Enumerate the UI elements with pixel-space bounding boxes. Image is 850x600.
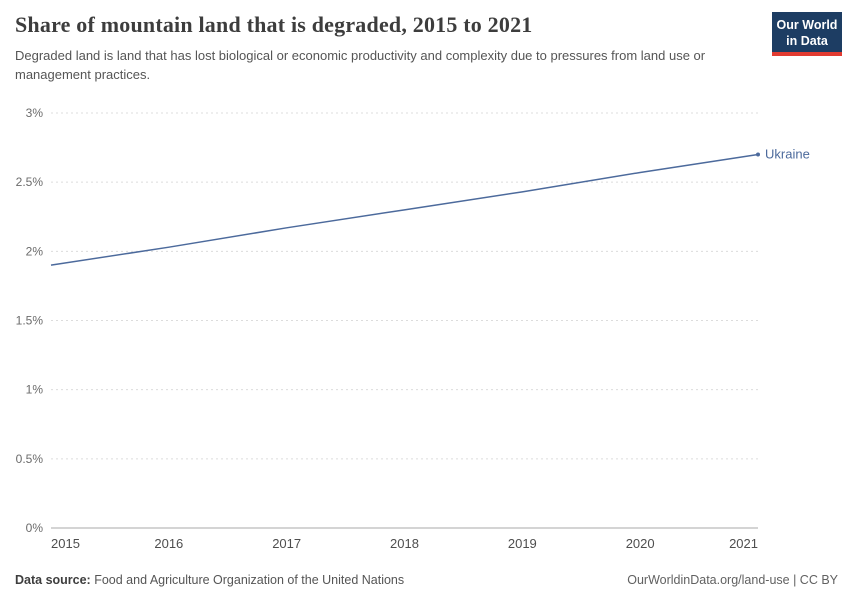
owid-logo-line1: Our World bbox=[776, 18, 838, 32]
y-tick-label: 1% bbox=[26, 383, 44, 397]
chart-title: Share of mountain land that is degraded,… bbox=[15, 12, 533, 37]
chart-subtitle: Degraded land is land that has lost biol… bbox=[15, 48, 706, 82]
x-tick-label: 2021 bbox=[729, 536, 758, 551]
y-tick-label: 2% bbox=[26, 244, 44, 258]
data-source-label: Data source: bbox=[15, 573, 91, 587]
x-tick-label: 2020 bbox=[626, 536, 655, 551]
x-tick-label: 2016 bbox=[154, 536, 183, 551]
series-line bbox=[50, 153, 759, 266]
x-tick-label: 2015 bbox=[51, 536, 80, 551]
x-tick-label: 2019 bbox=[508, 536, 537, 551]
line-end-marker bbox=[756, 152, 760, 157]
chart-header: Share of mountain land that is degraded,… bbox=[15, 12, 842, 85]
line-chart: 0% 0.5% 1% 1.5% 2% 2.5% 3% 2015 2016 2017 2018 2019… bbox=[16, 106, 810, 551]
title-block: Share of mountain land that is degraded,… bbox=[15, 12, 715, 85]
data-source-text: Food and Agriculture Organization of the… bbox=[94, 573, 405, 587]
owid-logo[interactable]: Our World in Data bbox=[772, 12, 842, 57]
data-source: Data source: Food and Agriculture Organi… bbox=[15, 573, 404, 587]
x-tick-label: 2017 bbox=[272, 536, 301, 551]
owid-logo-line2: in Data bbox=[786, 33, 828, 48]
y-tick-label: 3% bbox=[26, 106, 44, 120]
credit-link[interactable]: OurWorldinData.org/land-use | CC BY bbox=[627, 573, 838, 587]
series-label: Ukraine bbox=[765, 147, 810, 162]
y-tick-label: 0% bbox=[26, 521, 44, 535]
chart-footer: Data source: Food and Agriculture Organi… bbox=[15, 573, 838, 587]
y-tick-label: 2.5% bbox=[16, 175, 44, 189]
y-tick-label: 0.5% bbox=[16, 452, 44, 466]
y-tick-label: 1.5% bbox=[16, 314, 44, 328]
x-tick-label: 2018 bbox=[390, 536, 419, 551]
